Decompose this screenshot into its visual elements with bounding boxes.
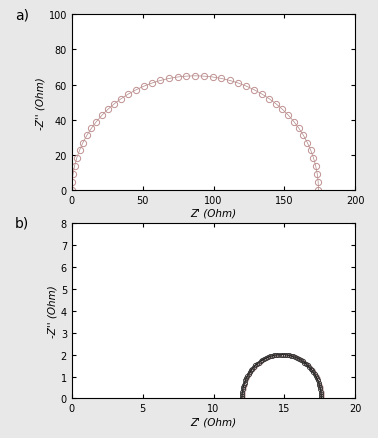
Y-axis label: -Z'' (Ohm): -Z'' (Ohm) xyxy=(48,285,58,337)
X-axis label: Z' (Ohm): Z' (Ohm) xyxy=(191,416,237,426)
Text: a): a) xyxy=(15,8,29,22)
X-axis label: Z' (Ohm): Z' (Ohm) xyxy=(191,208,237,218)
Text: b): b) xyxy=(15,216,29,230)
Y-axis label: -Z'' (Ohm): -Z'' (Ohm) xyxy=(36,77,46,129)
